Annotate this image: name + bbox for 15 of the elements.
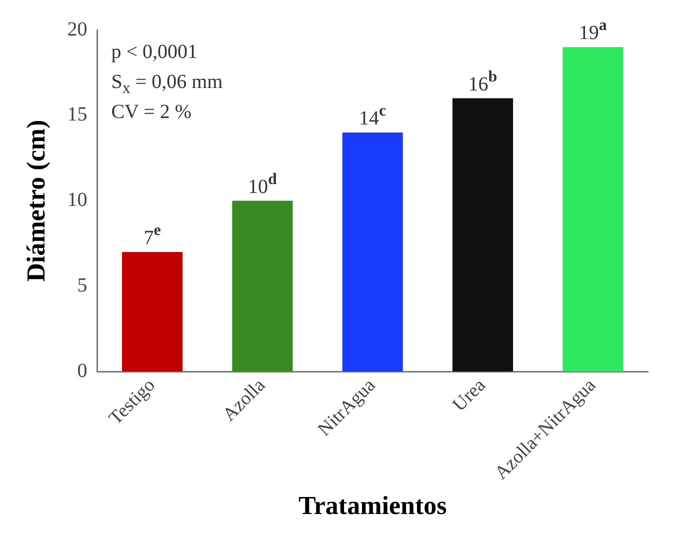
- y-tick-label: 0: [77, 360, 88, 382]
- bar: [232, 200, 293, 372]
- bar: [122, 252, 183, 372]
- x-axis-title: Tratamientos: [298, 491, 447, 520]
- y-axis-title: Diámetro (cm): [21, 120, 50, 282]
- y-tick-label: 20: [67, 18, 88, 40]
- x-tick-label: Urea: [448, 374, 490, 416]
- y-tick-label: 5: [77, 274, 88, 296]
- y-tick-label: 15: [67, 104, 88, 126]
- annotation: p < 0,0001: [111, 41, 198, 63]
- annotation: CV = 2 %: [111, 101, 192, 123]
- bar: [452, 98, 514, 372]
- bar: [342, 132, 403, 372]
- bar: [562, 47, 624, 372]
- y-tick-label: 10: [67, 189, 88, 212]
